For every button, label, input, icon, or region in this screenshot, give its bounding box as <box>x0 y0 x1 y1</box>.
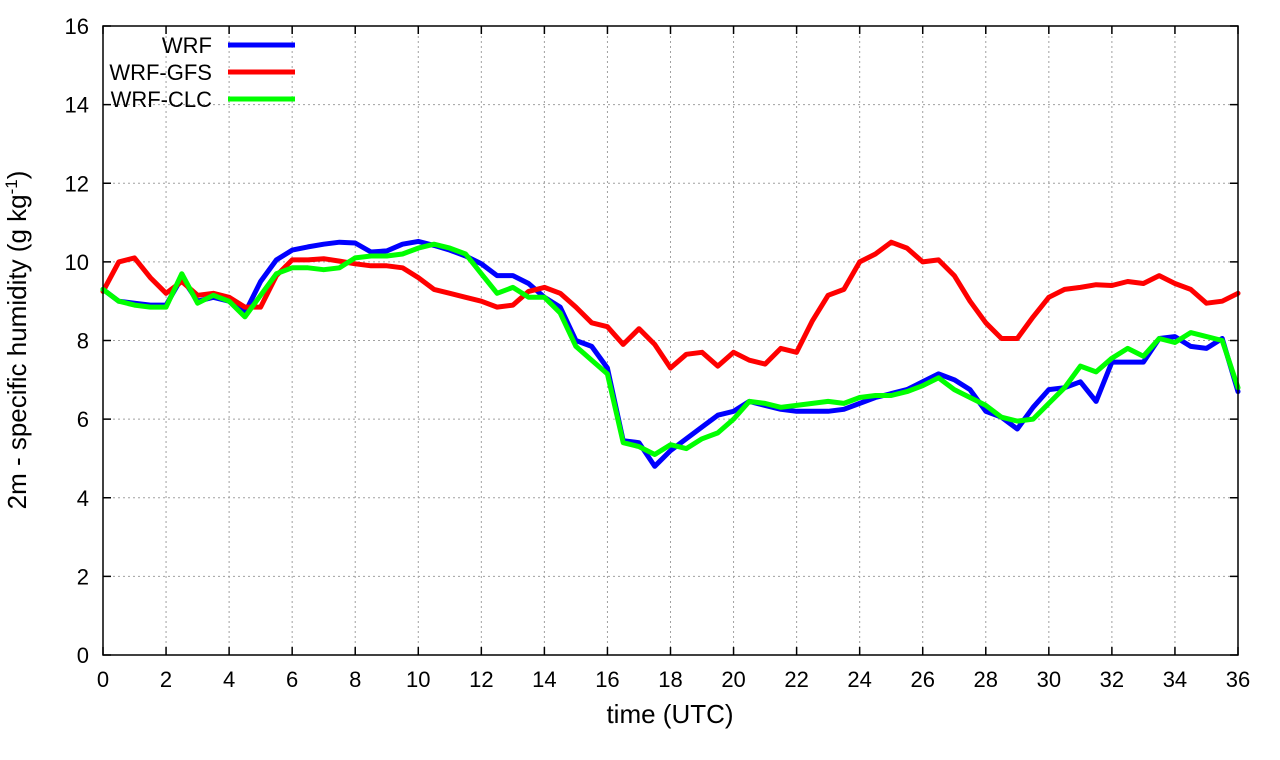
x-axis-title: time (UTC) <box>606 699 733 729</box>
x-tick-label: 20 <box>721 667 745 692</box>
x-tick-label: 22 <box>784 667 808 692</box>
series-line-wrf-gfs <box>100 239 1241 371</box>
x-tick-label: 24 <box>847 667 871 692</box>
x-tick-label: 8 <box>349 667 361 692</box>
legend-label-wrf-clc: WRF-CLC <box>111 87 213 112</box>
y-tick-label: 4 <box>77 486 89 511</box>
y-tick-label: 2 <box>77 564 89 589</box>
x-tick-label: 10 <box>406 667 430 692</box>
y-tick-labels: 0 2 4 6 8 10 12 14 16 <box>65 14 89 668</box>
x-tick-label: 16 <box>595 667 619 692</box>
y-axis-title: 2m - specific humidity (g kg-1) <box>2 171 33 510</box>
x-tick-label: 12 <box>469 667 493 692</box>
y-tick-label: 0 <box>77 643 89 668</box>
x-tick-labels: 0 2 4 6 8 10 12 14 16 18 20 22 24 26 28 30 32 34 36 <box>97 667 1250 692</box>
x-tick-label: 36 <box>1226 667 1250 692</box>
plot-frame <box>102 25 1239 656</box>
x-tick-label: 0 <box>97 667 109 692</box>
x-tick-label: 2 <box>160 667 172 692</box>
x-tick-label: 6 <box>286 667 298 692</box>
y-axis-title-end: ) <box>2 171 32 180</box>
y-tick-label: 8 <box>77 329 89 354</box>
series-line-wrf <box>100 238 1241 469</box>
y-tick-label: 12 <box>65 171 89 196</box>
x-tick-label: 18 <box>658 667 682 692</box>
x-tick-label: 28 <box>974 667 998 692</box>
x-tick-label: 34 <box>1163 667 1187 692</box>
y-tick-label: 6 <box>77 407 89 432</box>
series-lines <box>100 238 1241 469</box>
series-line-wrf-clc <box>100 241 1241 457</box>
x-tick-label: 4 <box>223 667 235 692</box>
y-axis-title-sup: -1 <box>2 179 21 194</box>
y-axis-title-base: 2m - specific humidity (g kg <box>2 194 32 509</box>
x-tick-label: 32 <box>1100 667 1124 692</box>
x-tick-label: 30 <box>1037 667 1061 692</box>
x-tick-label: 26 <box>910 667 934 692</box>
x-tick-label: 14 <box>532 667 556 692</box>
y-tick-label: 14 <box>65 93 89 118</box>
y-tick-label: 16 <box>65 14 89 39</box>
grid <box>103 26 1238 655</box>
legend-label-wrf: WRF <box>162 33 212 58</box>
y-tick-label: 10 <box>65 250 89 275</box>
legend-label-wrf-gfs: WRF-GFS <box>109 60 212 85</box>
